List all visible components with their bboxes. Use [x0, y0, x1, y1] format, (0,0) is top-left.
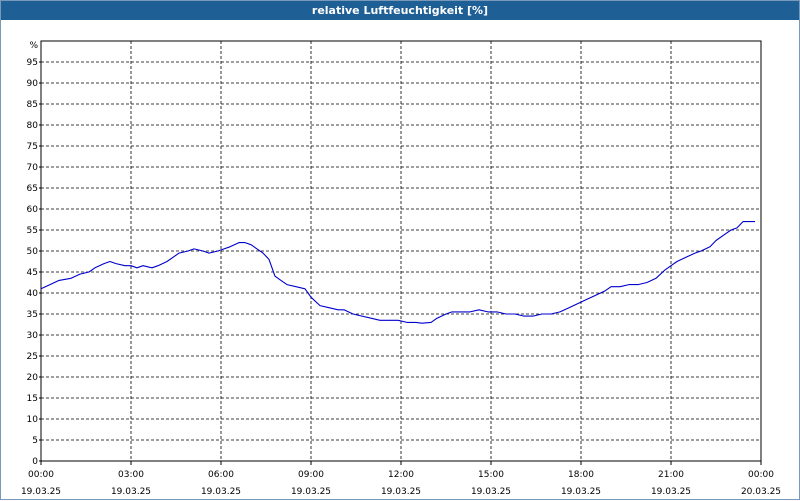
- x-tick-time: 15:00: [478, 470, 504, 480]
- y-tick-label: 55: [27, 226, 38, 236]
- y-tick-label: 0: [32, 457, 38, 467]
- x-tick-date: 19.03.25: [381, 487, 421, 497]
- x-tick-time: 18:00: [568, 470, 594, 480]
- x-tick-time: 00:00: [748, 470, 774, 480]
- y-tick-label: 40: [27, 289, 39, 299]
- y-tick-label: 75: [27, 142, 38, 152]
- series: [40, 221, 755, 324]
- x-tick-date: 20.03.25: [741, 487, 781, 497]
- x-tick-date: 19.03.25: [471, 487, 511, 497]
- x-tick-time: 09:00: [298, 470, 324, 480]
- x-tick-date: 19.03.25: [201, 487, 241, 497]
- x-tick-time: 06:00: [208, 470, 234, 480]
- y-tick-label: 10: [27, 415, 39, 425]
- y-tick-label: 70: [27, 163, 39, 173]
- y-tick-label: 65: [27, 184, 38, 194]
- x-tick-time: 12:00: [388, 470, 414, 480]
- y-tick-label: 30: [27, 331, 39, 341]
- y-tick-label: 50: [27, 247, 39, 257]
- tick-labels: 0 5 10 15 20 25 30 35 40 45 50 55 60 65 70 75 80 85 90 95% 0…: [21, 41, 781, 497]
- x-tick-date: 19.03.25: [291, 487, 331, 497]
- axes: [39, 40, 762, 465]
- y-tick-label: 85: [27, 100, 38, 110]
- x-tick-date: 19.03.25: [561, 487, 601, 497]
- y-tick-label: 80: [27, 121, 39, 131]
- y-tick-label: 25: [27, 352, 38, 362]
- x-tick-time: 03:00: [118, 470, 144, 480]
- y-tick-label: 95: [27, 58, 38, 68]
- x-tick-date: 19.03.25: [21, 487, 61, 497]
- y-tick-label: 15: [27, 394, 38, 404]
- chart-title: relative Luftfeuchtigkeit [%]: [1, 1, 799, 20]
- y-tick-label: 35: [27, 310, 38, 320]
- x-tick-date: 19.03.25: [111, 487, 151, 497]
- grid: [41, 41, 761, 461]
- x-tick-date: 19.03.25: [651, 487, 691, 497]
- y-tick-label: 90: [27, 79, 39, 89]
- y-tick-label: 20: [27, 373, 39, 383]
- x-tick-time: 00:00: [28, 470, 54, 480]
- humidity-series-line: [40, 221, 755, 324]
- y-tick-label: 60: [27, 205, 39, 215]
- y-axis-label: %: [29, 41, 38, 51]
- y-tick-label: 5: [32, 436, 38, 446]
- x-tick-time: 21:00: [658, 470, 684, 480]
- y-tick-label: 45: [27, 268, 38, 278]
